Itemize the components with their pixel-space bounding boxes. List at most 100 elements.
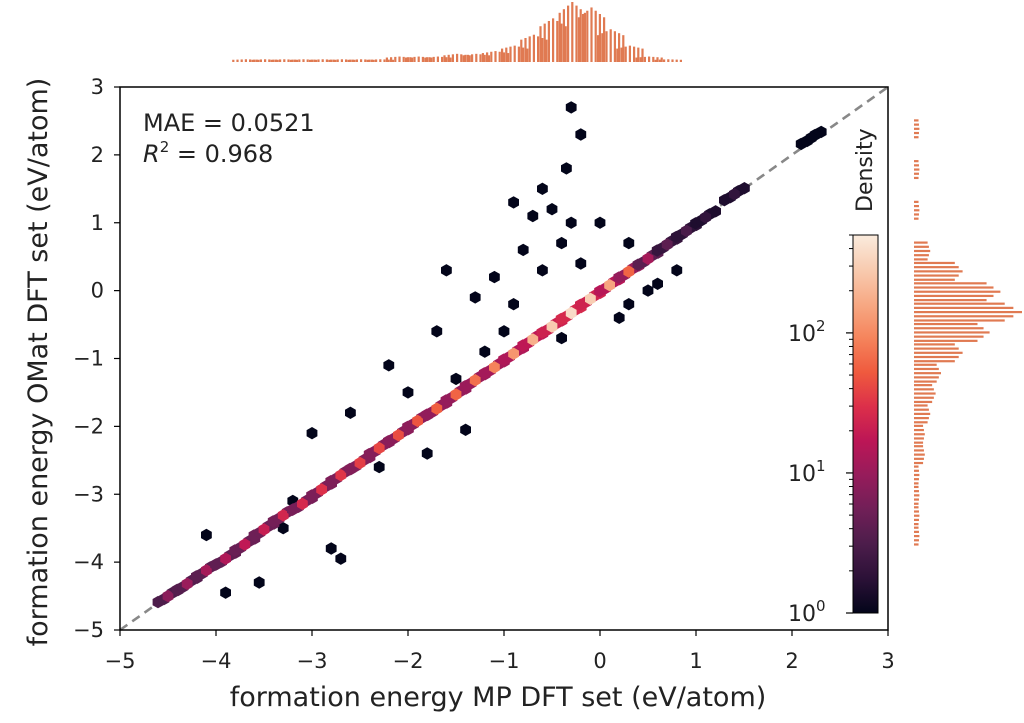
marginal-x-bar: [575, 5, 578, 63]
marginal-x-bar: [317, 59, 320, 62]
hexbin-cell: [325, 542, 337, 555]
marginal-y-bar: [914, 376, 939, 379]
marginal-y-bar: [914, 360, 955, 363]
marginal-x-bar: [309, 59, 312, 62]
marginal-y-bar: [914, 213, 919, 216]
y-tick-label: −2: [73, 414, 104, 438]
x-tick-label: −1: [489, 649, 520, 673]
marginal-x-bar: [385, 57, 388, 62]
marginal-x-bar: [391, 59, 394, 62]
marginal-y-bar: [914, 469, 919, 472]
y-tick-label: −3: [73, 482, 104, 506]
marginal-y-bar: [914, 534, 920, 538]
marginal-x-bar: [675, 59, 678, 62]
hexbin-cell: [613, 311, 625, 324]
marginal-x-bar: [447, 54, 450, 62]
marginal-y-bar: [914, 530, 919, 533]
marginal-x-bar: [635, 57, 638, 62]
marginal-x-bar: [387, 59, 390, 62]
marginal-x-bar: [633, 46, 636, 62]
marginal-y-bar: [914, 441, 924, 444]
marginal-x-bar: [552, 18, 555, 62]
marginal-y-bar: [914, 539, 919, 542]
marginal-x-bar: [479, 54, 482, 62]
hexbin-cell: [220, 552, 231, 565]
marginal-x-bar: [524, 38, 527, 62]
marginal-x-bar: [460, 54, 463, 62]
marginal-y-bar: [914, 241, 928, 244]
hexbin-cell: [508, 298, 519, 311]
hexbin-cell: [335, 552, 347, 565]
marginal-x-bar: [597, 35, 600, 62]
marginal-x-bar: [648, 56, 651, 62]
marginal-y-bar: [914, 254, 929, 257]
marginal-x-bar: [332, 59, 335, 62]
marginal-x-bar: [390, 57, 393, 62]
x-axis-ticks: −5 −4 −3 −2 −1 0 1 2 3: [105, 630, 895, 673]
marginal-x-bar: [257, 59, 260, 62]
marginal-x-bar: [502, 52, 505, 62]
hexbin-cell: [623, 298, 635, 311]
marginal-x-bar: [368, 59, 371, 62]
marginal-y-bar: [914, 270, 963, 273]
marginal-x-bar: [641, 48, 644, 62]
hexbin-cell: [402, 386, 414, 399]
marginal-x-bar: [620, 47, 623, 62]
colorbar-tick-label: 102: [788, 317, 826, 347]
marginal-x-bar: [321, 59, 324, 62]
marginal-x-bar: [366, 59, 369, 62]
hexbin-cell: [421, 447, 433, 460]
marginal-x-bar: [255, 59, 258, 62]
marginal-x-bar: [315, 59, 318, 62]
marginal-x-bar: [424, 57, 427, 62]
marginal-y-bar: [914, 200, 919, 203]
y-tick-label: 0: [91, 279, 104, 303]
hexbin-cell: [604, 279, 615, 292]
plot-area: MAE = 0.0521 R2 = 0.968 100 101 102 Densit…: [119, 85, 889, 632]
hexbin-cell: [594, 216, 606, 229]
marginal-x-bar: [313, 59, 316, 62]
hexbin-cell: [277, 522, 289, 535]
marginal-y-bar: [914, 343, 955, 346]
marginal-x-bar: [507, 53, 510, 62]
marginal-y-bar: [914, 514, 920, 517]
hexbin-cell: [431, 325, 443, 338]
hexbin-cell: [373, 460, 385, 474]
marginal-y-bar: [914, 485, 919, 489]
marginal-x-bar: [520, 39, 523, 62]
hexbin-cell: [181, 577, 193, 590]
hexbin-cell: [661, 238, 673, 251]
r2-value: = 0.968: [169, 140, 273, 168]
marginal-x-bar: [364, 59, 367, 62]
marginal-y-bar: [914, 172, 919, 175]
hexbin-cell: [508, 196, 519, 209]
marginal-y-bar: [914, 473, 920, 477]
marginal-x-bar: [616, 48, 619, 62]
marginal-y-bar: [914, 478, 919, 481]
marginal-y-bar: [914, 119, 919, 122]
marginal-x-bar: [658, 59, 661, 62]
marginal-y-bar: [914, 482, 919, 485]
marginal-x-bar: [532, 34, 535, 62]
marginal-y-bar: [914, 286, 994, 289]
hexbin-cell: [556, 236, 567, 250]
marginal-x-bar: [654, 59, 657, 62]
hexbin-cell: [681, 224, 692, 238]
hexbin-cell: [393, 429, 404, 442]
marginal-x-bar: [564, 26, 567, 62]
marginal-y-bar: [914, 278, 955, 281]
marginal-y-bar: [914, 322, 978, 326]
marginal-x-bar: [330, 59, 333, 62]
marginal-y-bar: [914, 123, 919, 126]
y-tick-label: −4: [73, 550, 104, 574]
x-tick-label: −4: [201, 649, 232, 673]
marginal-y-bar: [914, 282, 987, 285]
marginal-y-bar: [914, 510, 919, 513]
hexbin-cell: [316, 483, 327, 496]
marginal-y-bar: [914, 306, 1014, 309]
marginal-x-bar: [417, 56, 420, 62]
marginal-x-bar: [298, 59, 301, 62]
marginal-x-bar: [594, 10, 597, 63]
marginal-x-bar: [334, 59, 337, 62]
marginal-y-bar: [914, 408, 929, 411]
